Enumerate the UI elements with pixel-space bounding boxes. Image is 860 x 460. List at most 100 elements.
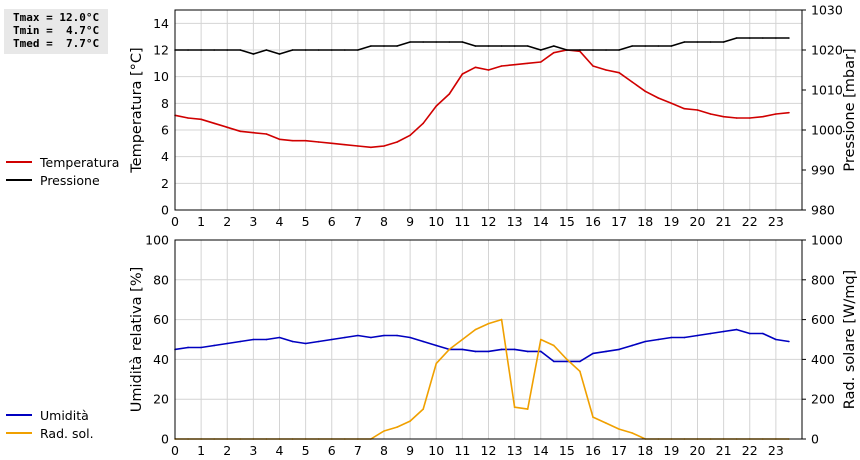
legend-label: Rad. sol. <box>40 425 94 441</box>
data-point <box>618 348 620 351</box>
x-tick-label: 10 <box>428 214 444 229</box>
y2-axis-title: Rad. solare [W/mq] <box>842 270 858 409</box>
x-tick-label: 14 <box>533 443 549 458</box>
series-line <box>174 328 790 363</box>
data-point <box>539 350 542 353</box>
data-point <box>317 141 320 143</box>
data-point <box>461 41 464 43</box>
x-tick-label: 1 <box>197 443 205 458</box>
data-point <box>448 348 451 351</box>
data-point <box>278 336 281 339</box>
data-point <box>422 41 424 43</box>
x-tick-label: 13 <box>507 443 523 458</box>
data-point <box>722 41 725 43</box>
data-point <box>670 102 673 105</box>
y-tick-label: 0 <box>161 203 169 218</box>
data-point <box>226 342 229 345</box>
data-point <box>553 45 555 47</box>
data-point <box>526 45 529 47</box>
data-point <box>409 420 411 422</box>
x-tick-label: 7 <box>354 443 362 458</box>
data-point <box>605 49 607 51</box>
data-point <box>553 344 555 347</box>
data-point <box>683 107 686 110</box>
data-point <box>500 65 503 67</box>
x-tick-label: 2 <box>223 443 231 458</box>
data-point <box>526 350 529 353</box>
data-point <box>526 408 529 410</box>
data-point <box>762 115 764 118</box>
x-tick-label: 15 <box>559 443 575 458</box>
y2-tick-label: 0 <box>811 432 819 447</box>
plot-frame <box>174 239 803 440</box>
y2-tick-label: 600 <box>811 312 835 327</box>
data-point <box>592 49 594 51</box>
data-point <box>605 69 607 71</box>
y2-axis-title: Pressione [mbar] <box>842 48 858 171</box>
data-point <box>200 49 202 51</box>
y-tick-label: 0 <box>161 432 169 447</box>
x-tick-label: 17 <box>611 443 627 458</box>
data-point <box>683 336 686 339</box>
data-point <box>265 49 268 51</box>
data-point <box>487 322 490 325</box>
data-point <box>579 360 581 363</box>
x-tick-label: 4 <box>276 443 284 458</box>
data-point <box>696 109 699 111</box>
legend-label: Temperatura <box>40 154 120 170</box>
x-tick-label: 18 <box>637 214 653 229</box>
data-point <box>383 145 385 147</box>
y-tick-label: 100 <box>145 233 169 248</box>
data-point <box>461 338 464 341</box>
y-axis-title: Umidità relativa [%] <box>129 267 145 413</box>
x-tick-label: 2 <box>223 214 231 229</box>
x-tick-label: 13 <box>507 214 523 229</box>
y2-tick-label: 200 <box>811 392 835 407</box>
data-point <box>513 45 516 47</box>
data-point <box>330 142 333 145</box>
x-tick-label: 6 <box>328 443 336 458</box>
data-point <box>683 41 686 43</box>
x-tick-label: 22 <box>742 214 758 229</box>
data-point <box>709 113 712 115</box>
data-point <box>631 45 633 47</box>
data-point <box>291 340 294 343</box>
data-point <box>448 93 451 95</box>
x-tick-label: 3 <box>249 443 257 458</box>
y-tick-label: 10 <box>153 69 169 84</box>
data-point <box>631 344 633 347</box>
x-tick-label: 9 <box>406 443 414 458</box>
x-tick-label: 4 <box>276 214 284 229</box>
x-tick-label: 18 <box>637 443 653 458</box>
x-tick-label: 15 <box>559 214 575 229</box>
data-point <box>357 145 359 147</box>
y-axis-title: Temperatura [°C] <box>129 47 145 173</box>
data-point <box>474 328 477 331</box>
data-point <box>383 45 385 47</box>
y2-tick-label: 990 <box>811 163 835 178</box>
data-point <box>435 344 438 347</box>
y-tick-label: 8 <box>161 96 169 111</box>
x-tick-label: 12 <box>481 214 497 229</box>
data-point <box>709 332 712 335</box>
data-point <box>735 117 738 119</box>
data-point <box>200 118 202 121</box>
data-point <box>513 406 516 408</box>
data-point <box>657 338 660 341</box>
data-point <box>370 45 372 47</box>
legend-item-temperatura: Temperatura <box>6 153 119 171</box>
x-tick-label: 11 <box>454 214 470 229</box>
y-tick-label: 60 <box>153 312 169 327</box>
data-point <box>748 332 751 335</box>
data-point <box>631 432 633 434</box>
legend-bottom: Umidità Rad. sol. <box>6 406 94 442</box>
data-point <box>539 49 542 51</box>
x-tick-label: 6 <box>328 214 336 229</box>
data-point <box>670 45 673 47</box>
data-point <box>592 352 594 355</box>
series-line <box>175 318 789 440</box>
data-point <box>435 105 438 107</box>
legend-swatch <box>6 179 32 181</box>
data-point <box>474 350 477 353</box>
plot-frame <box>174 9 803 211</box>
